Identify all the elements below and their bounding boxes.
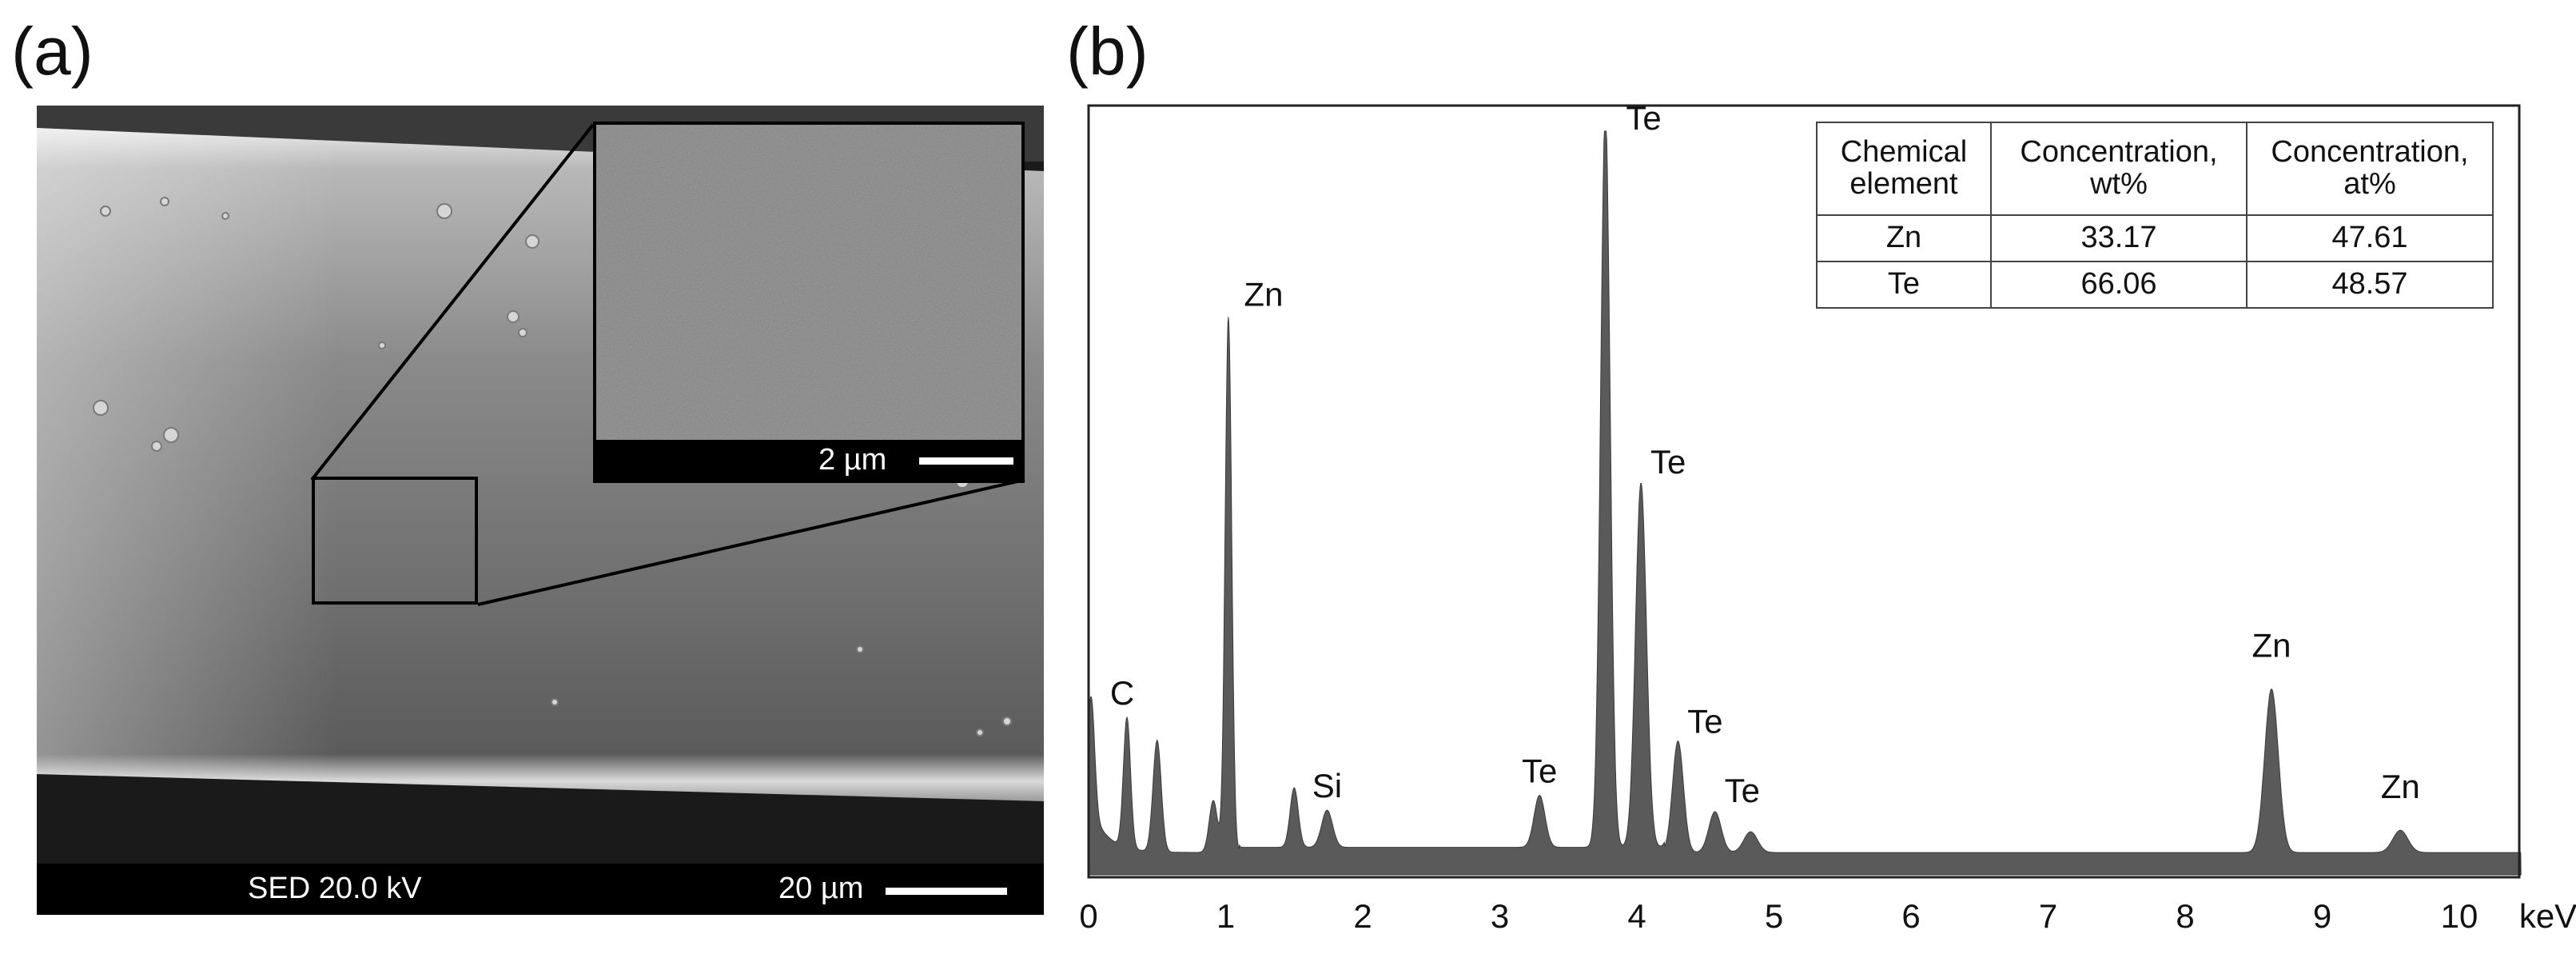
peak-label-te: Te bbox=[1650, 443, 1686, 481]
table-row: Zn 33.17 47.61 bbox=[1816, 214, 2494, 262]
cell-wt: 66.06 bbox=[1990, 261, 2248, 309]
peak-label-zn: Zn bbox=[2252, 627, 2291, 665]
x-tick-label: 6 bbox=[1901, 897, 1920, 935]
cell-at: 47.61 bbox=[2246, 214, 2494, 262]
peak-label-te: Te bbox=[1522, 752, 1557, 789]
x-tick-label: 5 bbox=[1765, 897, 1783, 935]
sem-detector-info: SED 20.0 kV bbox=[248, 872, 422, 905]
inset-texture bbox=[596, 125, 1021, 480]
peak-label-te: Te bbox=[1687, 703, 1722, 740]
x-tick-label: 8 bbox=[2176, 897, 2194, 935]
cell-wt: 33.17 bbox=[1990, 214, 2248, 262]
x-tick-label: 2 bbox=[1353, 897, 1372, 935]
table-row: Te 66.06 48.57 bbox=[1816, 261, 2494, 309]
x-tick-label: 7 bbox=[2039, 897, 2057, 935]
x-axis-unit: keV bbox=[2519, 897, 2576, 935]
spectrum-area bbox=[1088, 130, 2522, 876]
inset-scale-bar bbox=[919, 457, 1013, 465]
panel-a-label: (a) bbox=[11, 14, 94, 89]
cell-element: Te bbox=[1816, 261, 1992, 309]
sem-info-bar: SED 20.0 kV 20 µm bbox=[37, 864, 1044, 915]
panel-b-label: (b) bbox=[1066, 14, 1149, 89]
plot-frame bbox=[1087, 104, 2521, 879]
x-tick-label: 0 bbox=[1079, 897, 1097, 935]
header-wt: Concentration, wt% bbox=[1990, 122, 2248, 216]
peak-label-si: Si bbox=[1312, 767, 1342, 804]
peak-label-te: Te bbox=[1626, 99, 1661, 137]
cell-element: Zn bbox=[1816, 214, 1992, 262]
sem-inset: 2 µm bbox=[593, 122, 1025, 483]
table-header-row: Chemical element Concentration, wt% Conc… bbox=[1816, 122, 2494, 216]
x-tick-label: 10 bbox=[2441, 897, 2478, 935]
cell-at: 48.57 bbox=[2246, 261, 2494, 309]
sem-micrograph: 2 µm SED 20.0 kV 20 µm bbox=[37, 106, 1044, 915]
header-at: Concentration, at% bbox=[2246, 122, 2494, 216]
x-tick-label: 9 bbox=[2313, 897, 2331, 935]
composition-table: Chemical element Concentration, wt% Conc… bbox=[1816, 122, 2494, 309]
peak-label-zn: Zn bbox=[2381, 768, 2420, 805]
sem-scale-bar bbox=[886, 888, 1007, 895]
x-tick-label: 4 bbox=[1627, 897, 1646, 935]
peak-label-te: Te bbox=[1725, 772, 1760, 809]
sem-scale-text: 20 µm bbox=[778, 872, 864, 905]
x-axis-ticks: 0 1 2 3 4 5 6 7 8 9 10 keV bbox=[1079, 897, 2576, 935]
inset-info-bar: 2 µm bbox=[596, 440, 1021, 480]
header-element: Chemical element bbox=[1816, 122, 1992, 216]
x-tick-label: 3 bbox=[1491, 897, 1509, 935]
peak-label-c: C bbox=[1110, 674, 1134, 712]
inset-scale-text: 2 µm bbox=[818, 443, 887, 477]
zoom-region-box bbox=[312, 477, 478, 605]
x-tick-label: 1 bbox=[1216, 897, 1235, 935]
peak-label-zn: Zn bbox=[1244, 275, 1283, 313]
